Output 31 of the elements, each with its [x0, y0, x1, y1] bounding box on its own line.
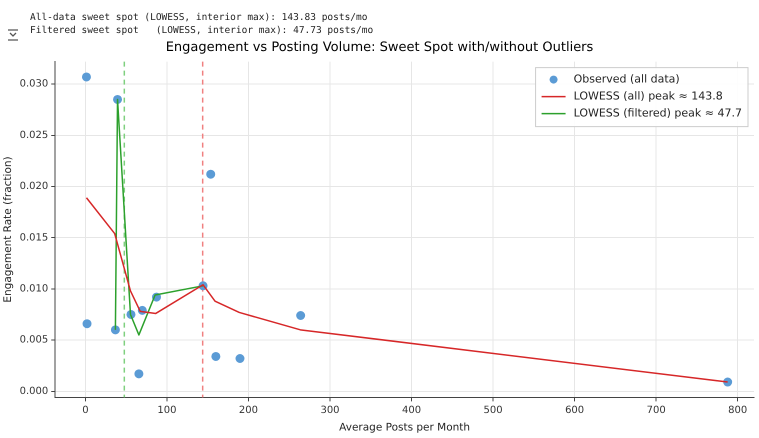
point	[134, 369, 144, 378]
point	[211, 352, 220, 361]
y-tick-label: 0.020	[20, 181, 48, 192]
chart-title: Engagement vs Posting Volume: Sweet Spot with/without Outliers	[166, 40, 594, 56]
x-tick-label: 300	[320, 404, 340, 416]
x-tick-label: 0	[82, 404, 89, 416]
y-axis-title: Engagement Rate (fraction)	[2, 156, 14, 303]
point	[296, 311, 306, 320]
x-tick-label: 100	[157, 404, 176, 416]
point	[206, 170, 216, 179]
x-tick-label: 600	[565, 404, 584, 416]
text: Filtered sweet spot (LOWESS, interior max): 47.73 posts/mo	[30, 24, 374, 37]
y-tick-label: 0.015	[20, 232, 48, 244]
y-tick-label: 0.030	[20, 78, 48, 90]
point	[82, 72, 91, 82]
x-tick-label: 800	[728, 404, 748, 416]
x-tick-label: 700	[646, 404, 666, 416]
x-tick-label: 200	[238, 404, 258, 416]
y-tick-label: 0.005	[20, 334, 48, 346]
y-tick-label: 0.000	[20, 386, 48, 397]
point	[82, 319, 92, 328]
x-axis-title: Average Posts per Month	[339, 421, 470, 434]
y-tick-label: 0.025	[20, 130, 48, 141]
x-tick-label: 400	[402, 404, 422, 416]
legend-label: LOWESS (filtered) peak ≈ 47.7	[574, 106, 742, 120]
legend-label: LOWESS (all) peak ≈ 143.8	[574, 89, 723, 102]
x-tick-label: 500	[484, 404, 503, 416]
legend-label: Observed (all data)	[574, 72, 680, 86]
point	[235, 354, 244, 363]
y-tick-label: 0.010	[20, 283, 48, 294]
text: All-data sweet spot (LOWESS, interior max): 143.83 posts/mo	[30, 11, 368, 24]
